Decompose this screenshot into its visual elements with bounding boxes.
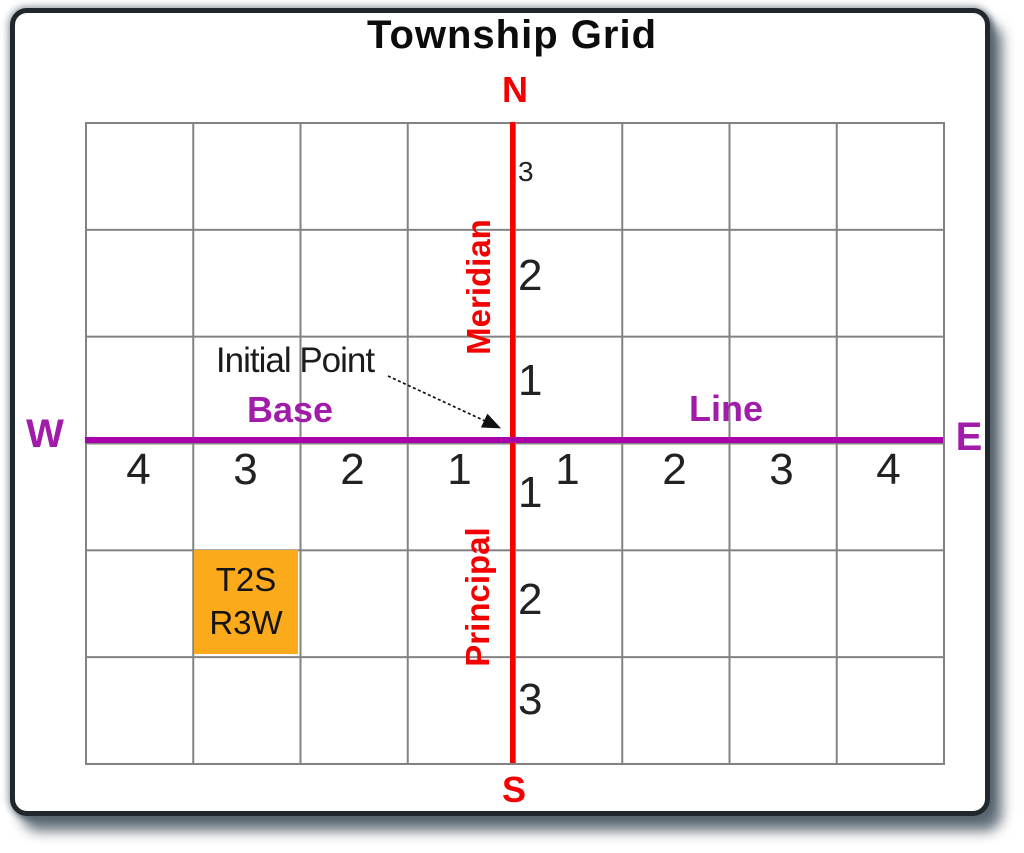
range-number-west-3: 3 [233,445,258,494]
range-number-east-3: 3 [769,445,794,494]
base-line [85,437,943,443]
base-line-left-label: Base [246,389,334,430]
township-number-north-1: 1 [518,356,543,405]
highlighted-township-row-label: T2S [215,561,277,599]
base-line-right-label: Line [688,388,763,429]
compass-south-label: S [501,769,526,810]
initial-point-arrow [387,375,502,429]
meridian-upper-label: Meridian [459,219,497,355]
range-number-east-1: 1 [555,445,580,494]
highlighted-township-cell: T2S R3W [194,550,298,654]
range-number-west-2: 2 [340,445,365,494]
township-number-south-1: 1 [518,468,543,517]
compass-east-label: E [955,415,983,459]
range-number-east-2: 2 [662,445,687,494]
compass-north-label: N [502,69,528,110]
range-number-west-4: 4 [126,445,151,494]
township-number-north-2: 2 [518,251,543,300]
township-grid [85,122,945,765]
initial-point-label: Initial Point [215,341,375,380]
diagram-title: Township Grid [366,13,657,57]
township-number-south-3: 3 [518,675,543,724]
township-number-south-2: 2 [518,575,543,624]
meridian-lower-label: Principal [458,527,496,667]
range-number-west-1: 1 [447,445,472,494]
highlighted-township-range-label: R3W [209,604,283,641]
township-number-north-3: 3 [518,156,534,187]
compass-west-label: W [26,412,64,456]
range-number-east-4: 4 [876,445,901,494]
